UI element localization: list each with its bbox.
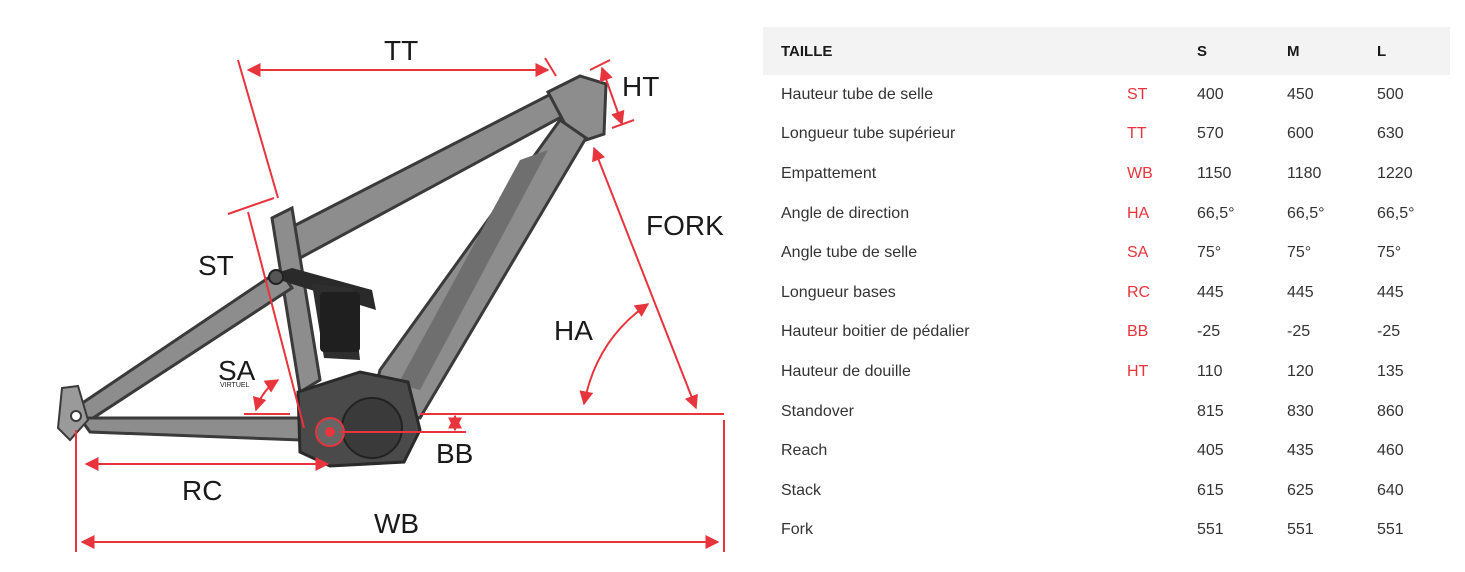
row-label: Hauteur boitier de pédalier <box>781 323 970 341</box>
row-abbr: HT <box>1127 362 1149 380</box>
header-abbr <box>1127 27 1197 75</box>
row-value-s: 815 <box>1197 402 1224 420</box>
row-value-l: 445 <box>1377 283 1404 301</box>
st-dimension-line <box>247 211 305 429</box>
table-row: Standover 815 830 860 <box>763 392 1450 432</box>
row-value-s: -25 <box>1197 323 1221 341</box>
table-row: Angle tube de selle SA 75° 75° 75° <box>763 233 1450 273</box>
row-label: Fork <box>781 521 813 539</box>
row-value-m: 75° <box>1287 244 1312 262</box>
row-label: Longueur tube supérieur <box>781 125 956 143</box>
table-row: Hauteur boitier de pédalier BB -25 -25 -25 <box>763 313 1450 353</box>
row-value-s: 570 <box>1197 125 1224 143</box>
table-row: Longueur tube supérieur TT 570 600 630 <box>763 115 1450 155</box>
row-value-s: 551 <box>1197 521 1224 539</box>
row-label: Hauteur tube de selle <box>781 85 934 103</box>
label-rc: RC <box>182 475 222 506</box>
row-value-l: 500 <box>1377 85 1404 103</box>
row-value-s: 615 <box>1197 481 1224 499</box>
bike-geometry-diagram: TT HT FORK ST HA SA VIRTUEL BB RC WB <box>56 35 725 552</box>
ht-dimension-line <box>599 66 625 126</box>
header-size-s: S <box>1197 27 1287 75</box>
label-tt: TT <box>384 35 418 66</box>
row-value-s: 66,5° <box>1197 204 1235 222</box>
label-sa-note: VIRTUEL <box>220 382 250 389</box>
row-value-m: 435 <box>1287 442 1314 460</box>
row-value-l: 640 <box>1377 481 1404 499</box>
table-row: Stack 615 625 640 <box>763 471 1450 511</box>
row-label: Hauteur de douille <box>781 362 911 380</box>
label-bb: BB <box>436 438 473 469</box>
row-value-l: 75° <box>1377 244 1402 262</box>
table-header-row: TAILLE S M L <box>763 27 1450 75</box>
row-label: Standover <box>781 402 854 420</box>
row-value-m: 1180 <box>1287 164 1322 182</box>
label-ht: HT <box>622 71 659 102</box>
table-row: Angle de direction HA 66,5° 66,5° 66,5° <box>763 194 1450 234</box>
ha-angle-arc <box>579 303 650 406</box>
row-value-m: 66,5° <box>1287 204 1325 222</box>
row-value-m: 551 <box>1287 521 1314 539</box>
label-sa: SA <box>218 355 256 386</box>
dimension-lines <box>75 57 725 552</box>
label-wb: WB <box>374 508 419 539</box>
row-label: Angle de direction <box>781 204 910 222</box>
row-value-l: 860 <box>1377 402 1404 420</box>
row-abbr: RC <box>1127 283 1151 301</box>
row-value-m: 120 <box>1287 362 1314 380</box>
row-abbr: TT <box>1127 125 1147 143</box>
row-abbr: HA <box>1127 204 1150 222</box>
row-abbr <box>1127 431 1197 471</box>
row-value-l: 630 <box>1377 125 1404 143</box>
table-row: Longueur bases RC 445 445 445 <box>763 273 1450 313</box>
row-value-m: 450 <box>1287 85 1314 103</box>
row-label: Empattement <box>781 164 877 182</box>
row-value-l: 66,5° <box>1377 204 1415 222</box>
row-value-m: -25 <box>1287 323 1311 341</box>
geometry-table: TAILLE S M L Hauteur tube de selle ST 400 4… <box>763 27 1450 550</box>
header-size-l: L <box>1377 27 1450 75</box>
header-size-m: M <box>1287 27 1377 75</box>
row-label: Stack <box>781 481 822 499</box>
row-abbr: ST <box>1127 85 1148 103</box>
row-value-s: 445 <box>1197 283 1224 301</box>
row-value-l: 460 <box>1377 442 1404 460</box>
row-value-s: 75° <box>1197 244 1222 262</box>
row-abbr: BB <box>1127 323 1149 341</box>
label-st: ST <box>198 250 234 281</box>
row-label: Reach <box>781 442 828 460</box>
row-value-m: 600 <box>1287 125 1314 143</box>
row-value-l: 551 <box>1377 521 1404 539</box>
table-row: Hauteur tube de selle ST 400 450 500 <box>763 75 1450 115</box>
row-abbr <box>1127 392 1197 432</box>
row-value-s: 110 <box>1197 362 1223 380</box>
bike-frame <box>56 74 608 468</box>
row-value-l: -25 <box>1377 323 1401 341</box>
row-value-m: 830 <box>1287 402 1314 420</box>
row-abbr: WB <box>1127 164 1153 182</box>
row-value-s: 1150 <box>1197 164 1232 182</box>
row-value-l: 1220 <box>1377 164 1413 182</box>
row-value-l: 135 <box>1377 362 1404 380</box>
row-abbr <box>1127 511 1197 551</box>
row-abbr <box>1127 471 1197 511</box>
table-row: Empattement WB 1150 1180 1220 <box>763 154 1450 194</box>
row-label: Longueur bases <box>781 283 896 301</box>
label-fork: FORK <box>646 210 724 241</box>
table-row: Fork 551 551 551 <box>763 511 1450 551</box>
row-label: Angle tube de selle <box>781 244 918 262</box>
table-row: Reach 405 435 460 <box>763 431 1450 471</box>
table-row: Hauteur de douille HT 110 120 135 <box>763 352 1450 392</box>
label-ha: HA <box>554 315 593 346</box>
header-size: TAILLE <box>763 27 1127 75</box>
row-value-m: 625 <box>1287 481 1314 499</box>
sa-angle-arc <box>252 379 280 412</box>
row-value-s: 400 <box>1197 85 1224 103</box>
row-abbr: SA <box>1127 244 1149 262</box>
row-value-s: 405 <box>1197 442 1224 460</box>
fork-dimension-line <box>592 146 698 410</box>
row-value-m: 445 <box>1287 283 1314 301</box>
